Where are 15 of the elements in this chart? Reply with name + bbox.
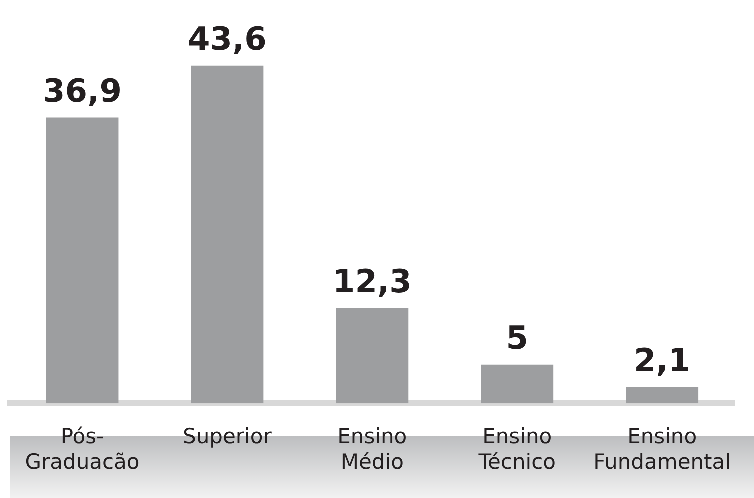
data-label: 36,9: [43, 72, 122, 110]
x-tick-label: Ensino Fundamental: [594, 424, 731, 474]
x-tick-label: Pós-Graduacão: [25, 424, 140, 474]
bar: [46, 118, 119, 404]
data-label: 5: [506, 319, 528, 358]
data-label: 12,3: [332, 262, 412, 301]
x-tick-label: Ensino Técnico: [478, 424, 556, 474]
data-label: 2,1: [634, 342, 691, 380]
data-label: 43,6: [188, 20, 267, 58]
bar: [336, 308, 409, 404]
bar: [191, 66, 264, 404]
bar: [481, 364, 554, 404]
bar: [626, 387, 699, 404]
x-tick-label: Superior: [183, 424, 272, 449]
x-tick-label: Ensino Médio: [338, 424, 408, 474]
